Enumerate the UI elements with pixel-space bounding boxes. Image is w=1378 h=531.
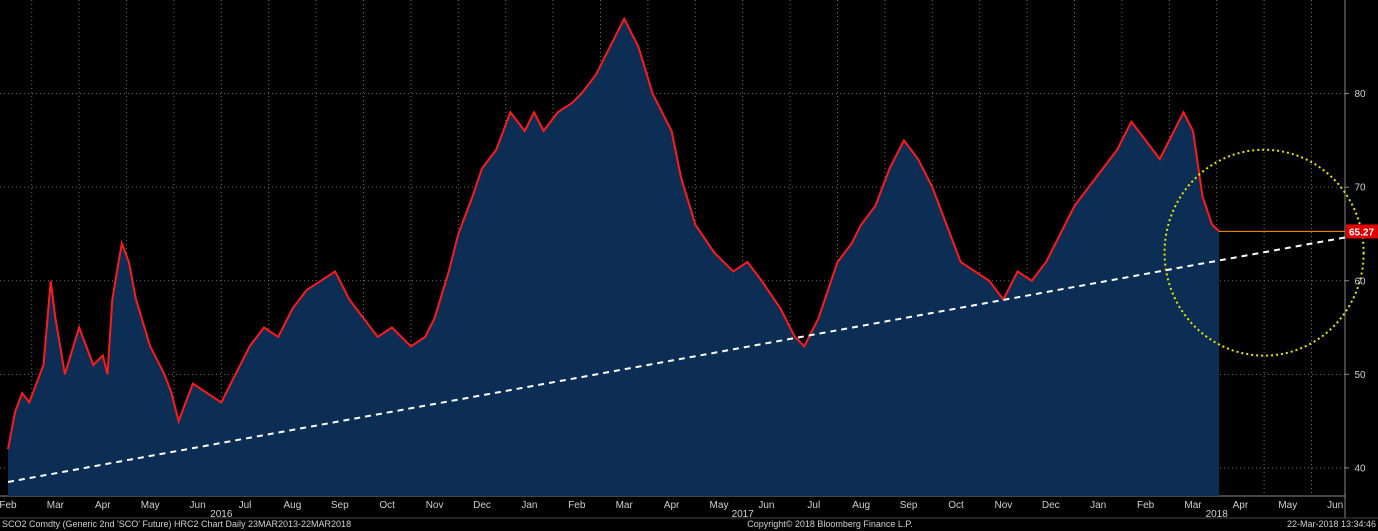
footer-copyright: Copyright© 2018 Bloomberg Finance L.P.	[747, 519, 913, 529]
x-tick-label-23: Jan	[1090, 500, 1106, 511]
x-tick-label-17: Jul	[807, 500, 820, 511]
last-value-badge: 65.27	[1346, 224, 1378, 239]
x-tick-label-4: Jun	[190, 500, 206, 511]
year-label-2: 2018	[1206, 509, 1229, 520]
price-line	[7, 16, 1220, 450]
x-tick-label-10: Dec	[473, 500, 491, 511]
x-tick-label-18: Aug	[852, 500, 870, 511]
trendline	[7, 230, 1378, 483]
x-tick-label-26: Apr	[1233, 500, 1249, 511]
y-tick-label-2: 60	[1354, 276, 1366, 287]
x-tick-label-21: Nov	[995, 500, 1013, 511]
x-tick-label-0: Feb	[0, 500, 17, 511]
x-tick-label-5: Jul	[239, 500, 252, 511]
y-tick-label-0: 40	[1354, 463, 1366, 474]
x-tick-label-12: Feb	[568, 500, 586, 511]
footer-left: SCO2 Comdty (Generic 2nd 'SCO' Future) H…	[2, 519, 351, 529]
x-tick-label-15: May	[710, 500, 729, 511]
y-tick-label-1: 50	[1354, 370, 1366, 381]
x-tick-label-7: Sep	[331, 500, 349, 511]
x-tick-label-27: May	[1278, 500, 1297, 511]
y-tick-label-3: 70	[1354, 183, 1366, 194]
x-tick-label-20: Oct	[948, 500, 964, 511]
last-value-label: 65.27	[1349, 227, 1374, 238]
x-tick-label-3: May	[141, 500, 160, 511]
y-axis: 40 50 60 70 80	[1345, 89, 1366, 474]
highlight-ellipse	[1163, 148, 1365, 357]
x-tick-label-1: Mar	[47, 500, 65, 511]
year-label-1: 2017	[732, 509, 755, 520]
price-area-fill	[8, 18, 1220, 496]
x-tick-label-6: Aug	[284, 500, 302, 511]
year-label-0: 2016	[210, 509, 233, 520]
x-tick-label-22: Dec	[1042, 500, 1060, 511]
y-tick-label-4: 80	[1354, 89, 1366, 100]
x-tick-label-28: Jun	[1327, 500, 1343, 511]
x-tick-label-25: Mar	[1184, 500, 1202, 511]
x-tick-label-19: Sep	[900, 500, 918, 511]
x-tick-label-9: Nov	[426, 500, 444, 511]
footer-timestamp: 22-Mar-2018 13:34:46	[1287, 519, 1376, 529]
x-tick-label-2: Apr	[95, 500, 111, 511]
x-tick-label-11: Jan	[521, 500, 537, 511]
last-value-badge-bg	[1346, 224, 1378, 239]
x-tick-label-8: Oct	[379, 500, 395, 511]
x-tick-label-14: Apr	[664, 500, 680, 511]
x-tick-label-13: Mar	[616, 500, 634, 511]
x-tick-label-16: Jun	[758, 500, 774, 511]
x-tick-label-24: Feb	[1137, 500, 1155, 511]
x-axis: Feb Mar Apr May Jun Jul Aug Sep Oct Nov Dec Jan Feb M…	[0, 500, 1343, 520]
